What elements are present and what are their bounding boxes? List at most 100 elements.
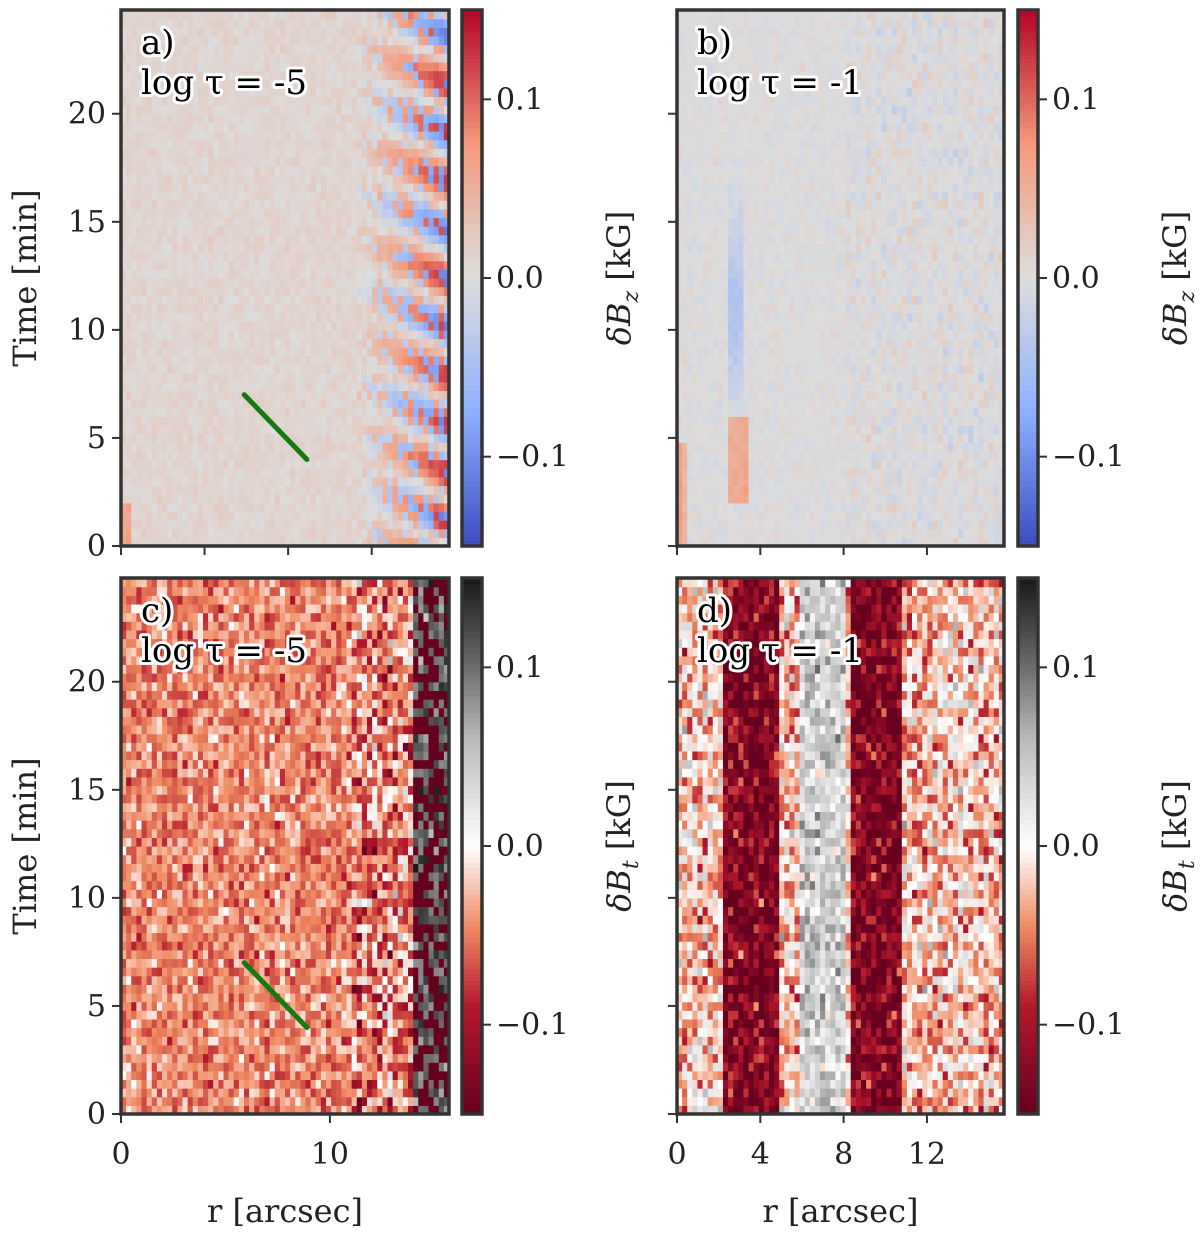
heatmap-cell <box>264 200 271 210</box>
heatmap-cell <box>901 450 908 461</box>
heatmap-cell <box>238 165 245 175</box>
heatmap-cell <box>192 61 199 72</box>
heatmap-cell <box>315 191 322 201</box>
heatmap-cell <box>300 208 307 219</box>
heatmap-cell <box>753 450 760 461</box>
colorbar-step <box>462 519 482 526</box>
heatmap-cell <box>208 329 214 340</box>
heatmap-cell <box>387 485 394 495</box>
heatmap-cell <box>779 459 785 469</box>
heatmap-cell <box>310 131 317 141</box>
heatmap-cell <box>341 416 348 426</box>
heatmap-cell <box>167 407 173 417</box>
heatmap-cell <box>151 131 158 141</box>
heatmap-cell <box>264 174 271 184</box>
heatmap-cell <box>367 217 373 227</box>
heatmap-cell <box>361 468 368 478</box>
heatmap-cell <box>197 347 204 357</box>
heatmap-cell <box>326 303 332 314</box>
heatmap-cell <box>259 243 266 253</box>
heatmap-cell <box>146 131 153 141</box>
heatmap-cell <box>187 286 194 296</box>
heatmap-cell <box>346 79 353 89</box>
heatmap-cell <box>367 70 373 80</box>
heatmap-cell <box>310 70 317 80</box>
heatmap-cell <box>397 468 404 478</box>
heatmap-cell <box>300 347 307 357</box>
heatmap-cell <box>259 390 266 400</box>
heatmap-cell <box>136 18 143 28</box>
heatmap-cell <box>356 502 363 513</box>
heatmap-cell <box>285 182 291 193</box>
heatmap-cell <box>433 416 440 426</box>
heatmap-cell <box>341 312 348 322</box>
heatmap-cell <box>279 252 286 262</box>
heatmap-cell <box>136 53 143 63</box>
heatmap-cell <box>238 200 245 210</box>
heatmap-cell <box>351 61 358 72</box>
heatmap-cell <box>218 70 225 80</box>
heatmap-cell <box>428 269 435 279</box>
heatmap-cell <box>249 286 255 296</box>
heatmap-cell <box>978 528 985 538</box>
heatmap-cell <box>177 329 184 340</box>
heatmap-cell <box>351 35 358 46</box>
heatmap-cell <box>310 459 317 469</box>
heatmap-cell <box>382 407 389 417</box>
heatmap-cell <box>993 450 1000 461</box>
heatmap-cell <box>238 148 245 158</box>
heatmap-cell <box>300 122 307 132</box>
heatmap-cell <box>167 511 173 521</box>
heatmap-cell <box>192 27 199 37</box>
heatmap-cell <box>244 234 250 245</box>
heatmap-cell <box>295 70 301 80</box>
heatmap-cell <box>310 139 317 149</box>
heatmap-cell <box>126 459 132 469</box>
heatmap-cell <box>413 234 419 245</box>
heatmap-cell <box>973 520 980 530</box>
heatmap-cell <box>993 476 1000 487</box>
heatmap-cell <box>223 442 230 452</box>
heatmap-cell <box>156 139 163 149</box>
heatmap-cell <box>136 502 143 513</box>
heatmap-cell <box>341 200 348 210</box>
heatmap-cell <box>167 476 173 487</box>
heatmap-cell <box>290 416 296 426</box>
heatmap-cell <box>428 87 435 98</box>
heatmap-cell <box>126 312 132 322</box>
heatmap-cell <box>367 44 373 54</box>
heatmap-cell <box>402 537 409 547</box>
heatmap-cell <box>126 191 132 201</box>
heatmap-cell <box>367 243 373 253</box>
heatmap-cell <box>988 537 995 547</box>
heatmap-cell <box>697 459 704 469</box>
heatmap-cell <box>320 174 327 184</box>
heatmap-cell <box>141 226 148 236</box>
heatmap-cell <box>254 502 260 513</box>
heatmap-cell <box>218 537 225 547</box>
heatmap-cell <box>408 252 414 262</box>
heatmap-cell <box>418 528 424 538</box>
heatmap-cell <box>682 520 688 530</box>
heatmap-cell <box>320 165 327 175</box>
heatmap-cell <box>387 295 394 305</box>
heatmap-cell <box>233 338 240 348</box>
colorbar-step <box>462 90 482 97</box>
heatmap-cell <box>428 295 435 305</box>
heatmap-cell <box>876 442 882 452</box>
heatmap-cell <box>290 96 296 106</box>
heatmap-cell <box>187 191 194 201</box>
heatmap-cell <box>779 450 785 461</box>
heatmap-cell <box>151 156 158 167</box>
heatmap-cell <box>377 200 383 210</box>
heatmap-cell <box>141 424 148 435</box>
heatmap-cell <box>382 182 389 193</box>
heatmap-cell <box>121 520 127 530</box>
heatmap-cell <box>336 442 342 452</box>
heatmap-cell <box>428 278 435 288</box>
heatmap-cell <box>203 87 209 98</box>
heatmap-cell <box>336 79 342 89</box>
colorbar-step <box>462 460 482 467</box>
heatmap-cell <box>136 494 143 504</box>
heatmap-cell <box>295 424 301 435</box>
